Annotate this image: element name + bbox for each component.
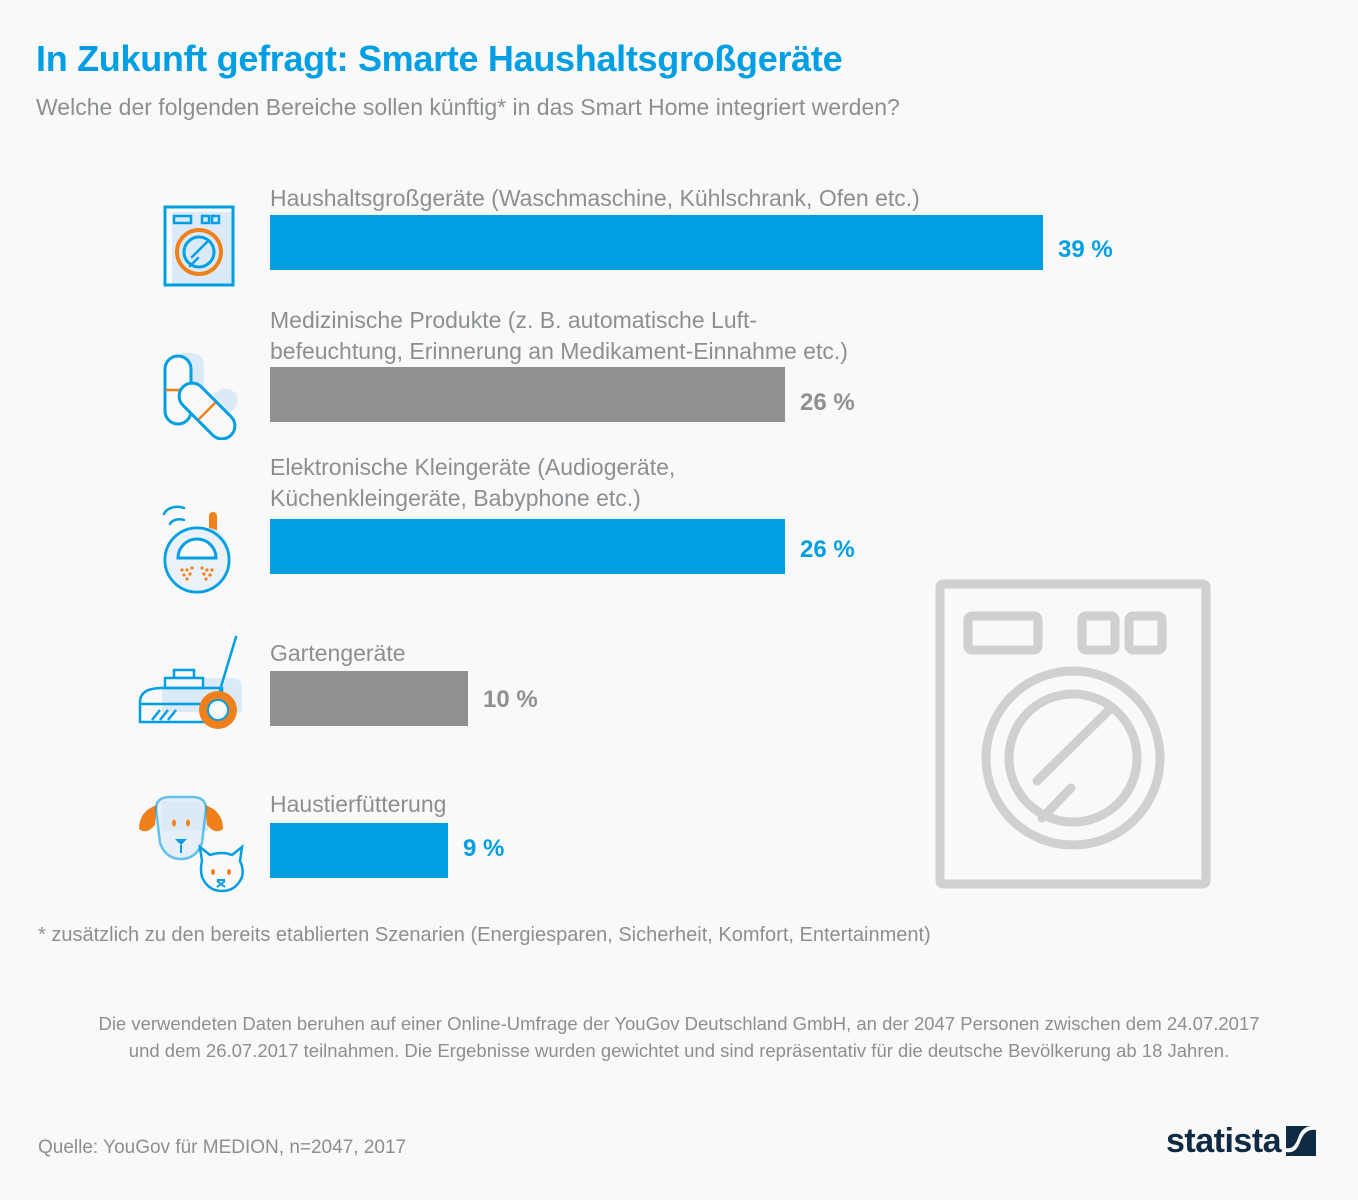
bar — [270, 367, 785, 422]
dog-cat-icon — [139, 795, 244, 893]
value-label: 26 % — [800, 536, 855, 563]
bar — [270, 519, 785, 574]
methodology-note: Die verwendeten Daten beruhen auf einer … — [0, 1010, 1358, 1064]
category-label-line: Haustierfütterung — [270, 791, 447, 817]
value-label: 10 % — [483, 686, 538, 713]
baby-monitor-icon — [162, 505, 231, 594]
washing-machine-watermark-icon — [935, 579, 1211, 889]
value-label: 39 % — [1058, 236, 1113, 263]
category-label-line: Gartengeräte — [270, 640, 406, 666]
statista-logo[interactable]: statista — [1166, 1121, 1317, 1160]
category-label-line: Küchenkleingeräte, Babyphone etc.) — [270, 485, 641, 511]
source-note: Quelle: YouGov für MEDION, n=2047, 2017 — [38, 1137, 407, 1158]
category-label: Gartengeräte — [270, 638, 406, 669]
value-label: 26 % — [800, 389, 855, 416]
bar — [270, 215, 1043, 270]
pills-icon — [163, 353, 238, 440]
washing-machine-icon — [163, 205, 235, 287]
category-label-line: Medizinische Produkte (z. B. automatisch… — [270, 307, 758, 333]
category-label: Haustierfütterung — [270, 789, 446, 820]
category-label: Elektronische Kleingeräte (Audiogeräte, … — [270, 452, 675, 514]
category-label: Medizinische Produkte (z. B. automatisch… — [270, 305, 848, 367]
category-label-line: Elektronische Kleingeräte (Audiogeräte, — [270, 454, 676, 480]
bar — [270, 671, 468, 726]
category-label-line: befeuchtung, Erinnerung an Medikament-Ei… — [270, 338, 848, 364]
methodology-line: und dem 26.07.2017 teilnahmen. Die Ergeb… — [128, 1040, 1230, 1061]
methodology-line: Die verwendeten Daten beruhen auf einer … — [98, 1013, 1260, 1034]
lawn-mower-icon — [138, 635, 242, 729]
category-label: Haushaltsgroßgeräte (Waschmaschine, Kühl… — [270, 183, 920, 214]
chart-subtitle: Welche der folgenden Bereiche sollen kün… — [36, 94, 900, 120]
statista-logo-text: statista — [1166, 1121, 1282, 1160]
chart-title: In Zukunft gefragt: Smarte Haushaltsgroß… — [36, 38, 843, 79]
footnote: * zusätzlich zu den bereits etablierten … — [38, 924, 931, 946]
statista-logo-mark-icon — [1286, 1126, 1317, 1156]
category-label-line: Haushaltsgroßgeräte (Waschmaschine, Kühl… — [270, 185, 920, 211]
value-label: 9 % — [463, 835, 505, 862]
bar — [270, 823, 448, 878]
